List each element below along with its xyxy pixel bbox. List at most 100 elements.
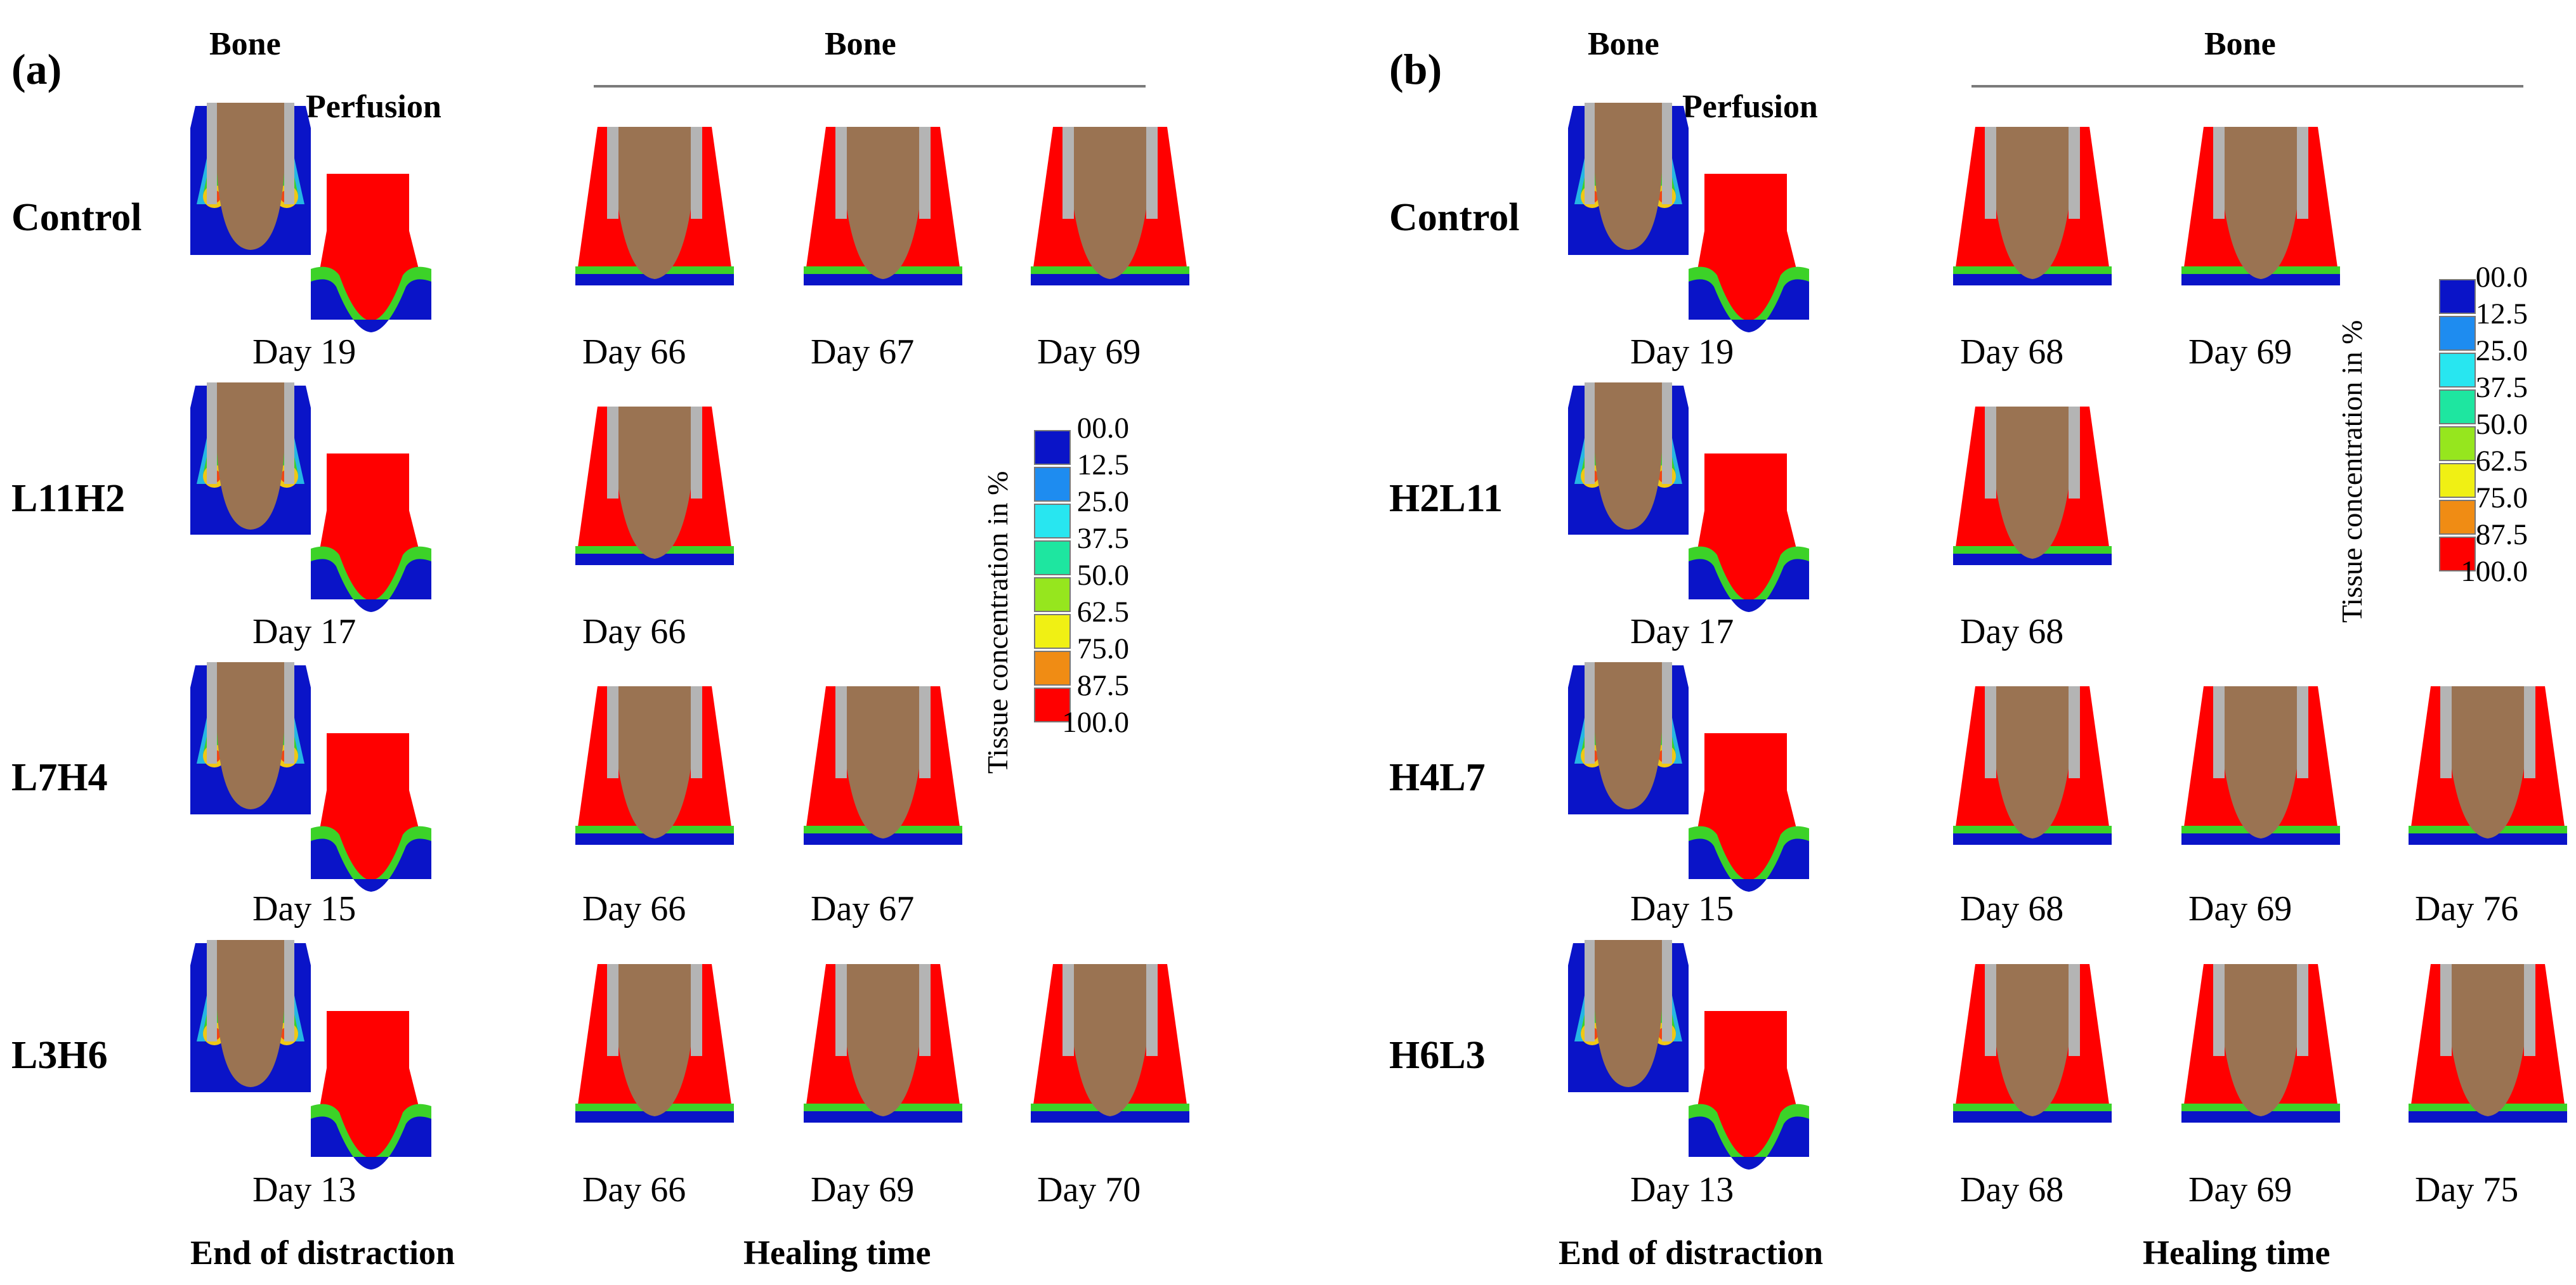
panel-b-row-label-0: Control [1389, 196, 1520, 239]
panel-a-header-bone-left: Bone [209, 26, 281, 62]
panel-a-header-bone-right: Bone [825, 26, 896, 62]
panel-a-row2-healing-day-0: Day 66 [582, 889, 686, 929]
panel-a-footer-left: End of distraction [190, 1234, 455, 1272]
panel-a-row1-healing-image-0 [575, 407, 734, 565]
legend-b-level-5: 62.5 [2475, 445, 2528, 478]
panel-a-row0-healing-day-2: Day 69 [1037, 332, 1141, 372]
panel-a-row-label-1: L11H2 [11, 477, 126, 520]
panel-b-row1-healing-day-0: Day 68 [1960, 612, 2064, 651]
panel-a-row0-healing-day-1: Day 67 [811, 332, 915, 372]
panel-b-footer-left: End of distraction [1559, 1234, 1824, 1272]
panel-b-row2-healing-day-0: Day 68 [1960, 889, 2064, 929]
legend-b-level-2: 25.0 [2475, 334, 2528, 367]
panel-b-row0-perfusion-image [1689, 174, 1809, 332]
panel-a-label: (a) [11, 45, 62, 93]
legend-b-swatch-0 [2439, 279, 2476, 314]
panel-b-row1-bone-image [1568, 382, 1689, 535]
panel-b-header-bone-left: Bone [1588, 26, 1659, 62]
panel-a-row1-distraction-day: Day 17 [252, 612, 356, 651]
panel-a-row2-bone-image [190, 662, 311, 814]
legend-b-title: Tissue concentration in % [2336, 320, 2368, 623]
legend-a-swatch-2 [1034, 504, 1071, 538]
panel-a-row3-bone-image [190, 940, 311, 1092]
legend-a-swatch-4 [1034, 577, 1071, 612]
panel-a-row2-perfusion-image [311, 733, 431, 892]
legend-a-swatch-6 [1034, 651, 1071, 686]
legend-b-level-7: 87.5 [2475, 518, 2528, 551]
panel-b-row3-bone-image [1568, 940, 1689, 1092]
legend-b-level-6: 75.0 [2475, 481, 2528, 514]
panel-b-row3-healing-day-2: Day 75 [2415, 1170, 2519, 1210]
panel-a-row3-healing-day-2: Day 70 [1037, 1170, 1141, 1210]
panel-b-row2-healing-image-2 [2409, 686, 2567, 845]
panel-a-row0-bone-image [190, 103, 311, 255]
panel-a-header-perfusion: Perfusion [306, 89, 441, 125]
panel-b-row2-healing-day-2: Day 76 [2415, 889, 2519, 929]
legend-b-swatch-6 [2439, 500, 2476, 535]
legend-a-swatch-0 [1034, 430, 1071, 465]
panel-b-header-bone-right: Bone [2204, 26, 2276, 62]
panel-b-row1-perfusion-image [1689, 453, 1809, 612]
panel-a-row1-bone-image [190, 382, 311, 535]
panel-a-row0-healing-image-0 [575, 127, 734, 285]
panel-a-row1-healing-day-0: Day 66 [582, 612, 686, 651]
panel-b-row3-distraction-day: Day 13 [1630, 1170, 1734, 1210]
panel-b-row2-healing-image-0 [1953, 686, 2112, 845]
panel-b-row3-perfusion-image [1689, 1011, 1809, 1170]
legend-a: Tissue concentration in % 00.0 12.5 25.0 37… [981, 412, 1174, 780]
panel-a-row2-healing-day-1: Day 67 [811, 889, 915, 929]
panel-b-row1-distraction-day: Day 17 [1630, 612, 1734, 651]
panel-b-row2-perfusion-image [1689, 733, 1809, 892]
panel-b-row3-healing-image-0 [1953, 964, 2112, 1123]
panel-b-row-label-2: H4L7 [1389, 756, 1486, 799]
legend-a-level-7: 87.5 [1076, 669, 1129, 702]
panel-b-row0-healing-day-0: Day 68 [1960, 332, 2064, 372]
panel-a-row0-healing-image-2 [1031, 127, 1189, 285]
legend-b-level-8: 100.0 [2461, 555, 2528, 588]
panel-b-row2-distraction-day: Day 15 [1630, 889, 1734, 929]
panel-b-row3-healing-image-2 [2409, 964, 2567, 1123]
panel-a-row-label-0: Control [11, 196, 142, 239]
legend-b-swatch-4 [2439, 426, 2476, 461]
legend-a-swatch-7 [1034, 688, 1071, 722]
panel-b-label: (b) [1389, 45, 1442, 93]
panel-a-bone-header-rule [594, 85, 1146, 88]
panel-a-row3-healing-day-1: Day 69 [811, 1170, 915, 1210]
panel-b-row0-healing-image-1 [2181, 127, 2340, 285]
panel-b-row3-healing-day-0: Day 68 [1960, 1170, 2064, 1210]
legend-b-swatch-1 [2439, 316, 2476, 351]
legend-b-level-1: 12.5 [2475, 297, 2528, 330]
legend-a-level-4: 50.0 [1076, 559, 1129, 592]
panel-b-row2-bone-image [1568, 662, 1689, 814]
panel-a-row0-healing-image-1 [804, 127, 962, 285]
panel-b-row0-healing-image-0 [1953, 127, 2112, 285]
panel-b-footer-right: Healing time [2143, 1234, 2331, 1272]
legend-a-level-3: 37.5 [1076, 522, 1129, 555]
panel-b-row2-healing-image-1 [2181, 686, 2340, 845]
panel-a-row3-healing-day-0: Day 66 [582, 1170, 686, 1210]
panel-b-row2-healing-day-1: Day 69 [2188, 889, 2292, 929]
panel-a-row3-healing-image-1 [804, 964, 962, 1123]
legend-a-level-5: 62.5 [1076, 596, 1129, 629]
panel-b-row0-bone-image [1568, 103, 1689, 255]
panel-a-row2-distraction-day: Day 15 [252, 889, 356, 929]
panel-b-row-label-3: H6L3 [1389, 1034, 1486, 1077]
legend-b-level-4: 50.0 [2475, 408, 2528, 441]
panel-b-header-perfusion: Perfusion [1682, 89, 1818, 125]
legend-a-level-1: 12.5 [1076, 448, 1129, 481]
legend-a-level-2: 25.0 [1076, 485, 1129, 518]
panel-b-row0-healing-day-1: Day 69 [2188, 332, 2292, 372]
legend-a-title: Tissue concentration in % [981, 471, 1014, 774]
panel-b-row3-healing-day-1: Day 69 [2188, 1170, 2292, 1210]
panel-a-row0-healing-day-0: Day 66 [582, 332, 686, 372]
legend-b-swatch-3 [2439, 389, 2476, 424]
panel-b-row0-distraction-day: Day 19 [1630, 332, 1734, 372]
panel-b-bone-header-rule [1971, 85, 2523, 88]
legend-b-swatch-5 [2439, 463, 2476, 498]
panel-a-row2-healing-image-0 [575, 686, 734, 845]
panel-a-row0-distraction-day: Day 19 [252, 332, 356, 372]
legend-a-swatch-3 [1034, 540, 1071, 575]
panel-a-row3-healing-image-2 [1031, 964, 1189, 1123]
panel-a-row0-perfusion-image [311, 174, 431, 332]
